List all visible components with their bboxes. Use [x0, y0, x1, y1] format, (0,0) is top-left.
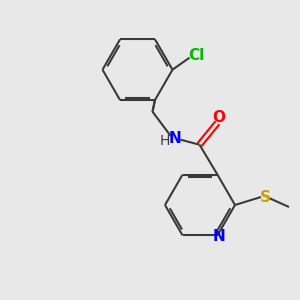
Text: O: O — [212, 110, 225, 125]
Text: S: S — [260, 190, 271, 205]
Text: Cl: Cl — [188, 48, 205, 63]
Text: N: N — [212, 229, 225, 244]
Text: H: H — [159, 134, 170, 148]
Text: N: N — [168, 131, 181, 146]
